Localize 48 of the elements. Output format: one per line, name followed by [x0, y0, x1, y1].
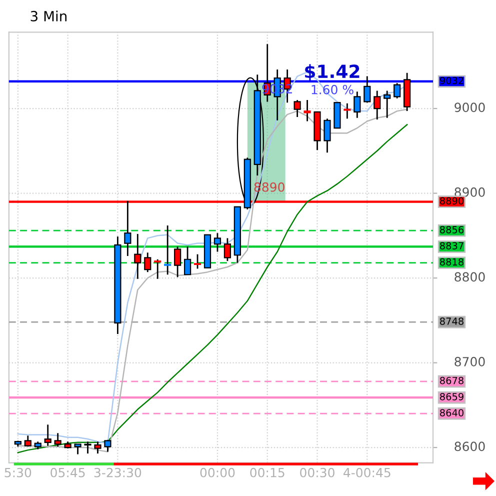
candlestick — [174, 246, 182, 278]
ref-line-label: 8748 — [440, 318, 464, 325]
candlestick — [394, 82, 401, 100]
x-tick-label: 00:30 — [300, 468, 334, 478]
candlestick — [344, 102, 351, 120]
candlestick — [44, 424, 52, 447]
x-tick-label: 00:15 — [250, 468, 284, 478]
x-tick-label: 05:45 — [50, 468, 85, 478]
candlestick — [374, 90, 381, 120]
y-tick-label: 9000 — [454, 102, 485, 112]
y-tick-label: 8600 — [454, 442, 485, 452]
annotation: 1.60 % — [312, 84, 354, 94]
candlestick — [154, 258, 162, 280]
candlestick — [74, 443, 82, 455]
x-tick-label: 00:00 — [200, 468, 235, 478]
candlestick — [164, 224, 172, 276]
y-tick-label: 8800 — [454, 272, 485, 282]
candlestick — [134, 233, 142, 280]
ref-line-label: 8640 — [440, 409, 464, 416]
candlestick — [224, 237, 231, 262]
candlestick — [144, 252, 152, 273]
annotation: 9032 — [262, 84, 292, 94]
ref-line-label: 8818 — [440, 258, 464, 266]
ref-line-label: 9032 — [440, 76, 464, 84]
ref-line-label: 8890 — [440, 197, 464, 205]
candlestick — [54, 432, 62, 448]
candlestick — [304, 99, 311, 122]
candlestick — [364, 76, 371, 104]
x-tick-label: 4-00:45 — [344, 468, 390, 478]
candlestick — [194, 254, 202, 270]
ref-line-label: 8678 — [440, 376, 464, 384]
y-tick-label: 8700 — [454, 356, 485, 366]
candlestick — [354, 90, 361, 119]
ref-line-label: 8856 — [440, 226, 464, 234]
ref-line-label: 8659 — [440, 392, 464, 400]
candlestick — [214, 232, 222, 252]
candlestick — [124, 200, 132, 257]
candlestick — [294, 99, 301, 118]
x-tick-label: 3-23:30 — [94, 468, 142, 478]
candlestick — [84, 440, 92, 454]
x-tick-label: 5:30 — [4, 468, 32, 478]
candlestick — [384, 90, 391, 119]
chart-title: 3 Min — [30, 10, 66, 22]
candlestick — [184, 246, 192, 276]
annotation: $1.42 — [305, 64, 360, 81]
ref-line-label: 8837 — [440, 242, 464, 250]
candlestick — [324, 118, 331, 154]
candlestick — [94, 440, 102, 454]
